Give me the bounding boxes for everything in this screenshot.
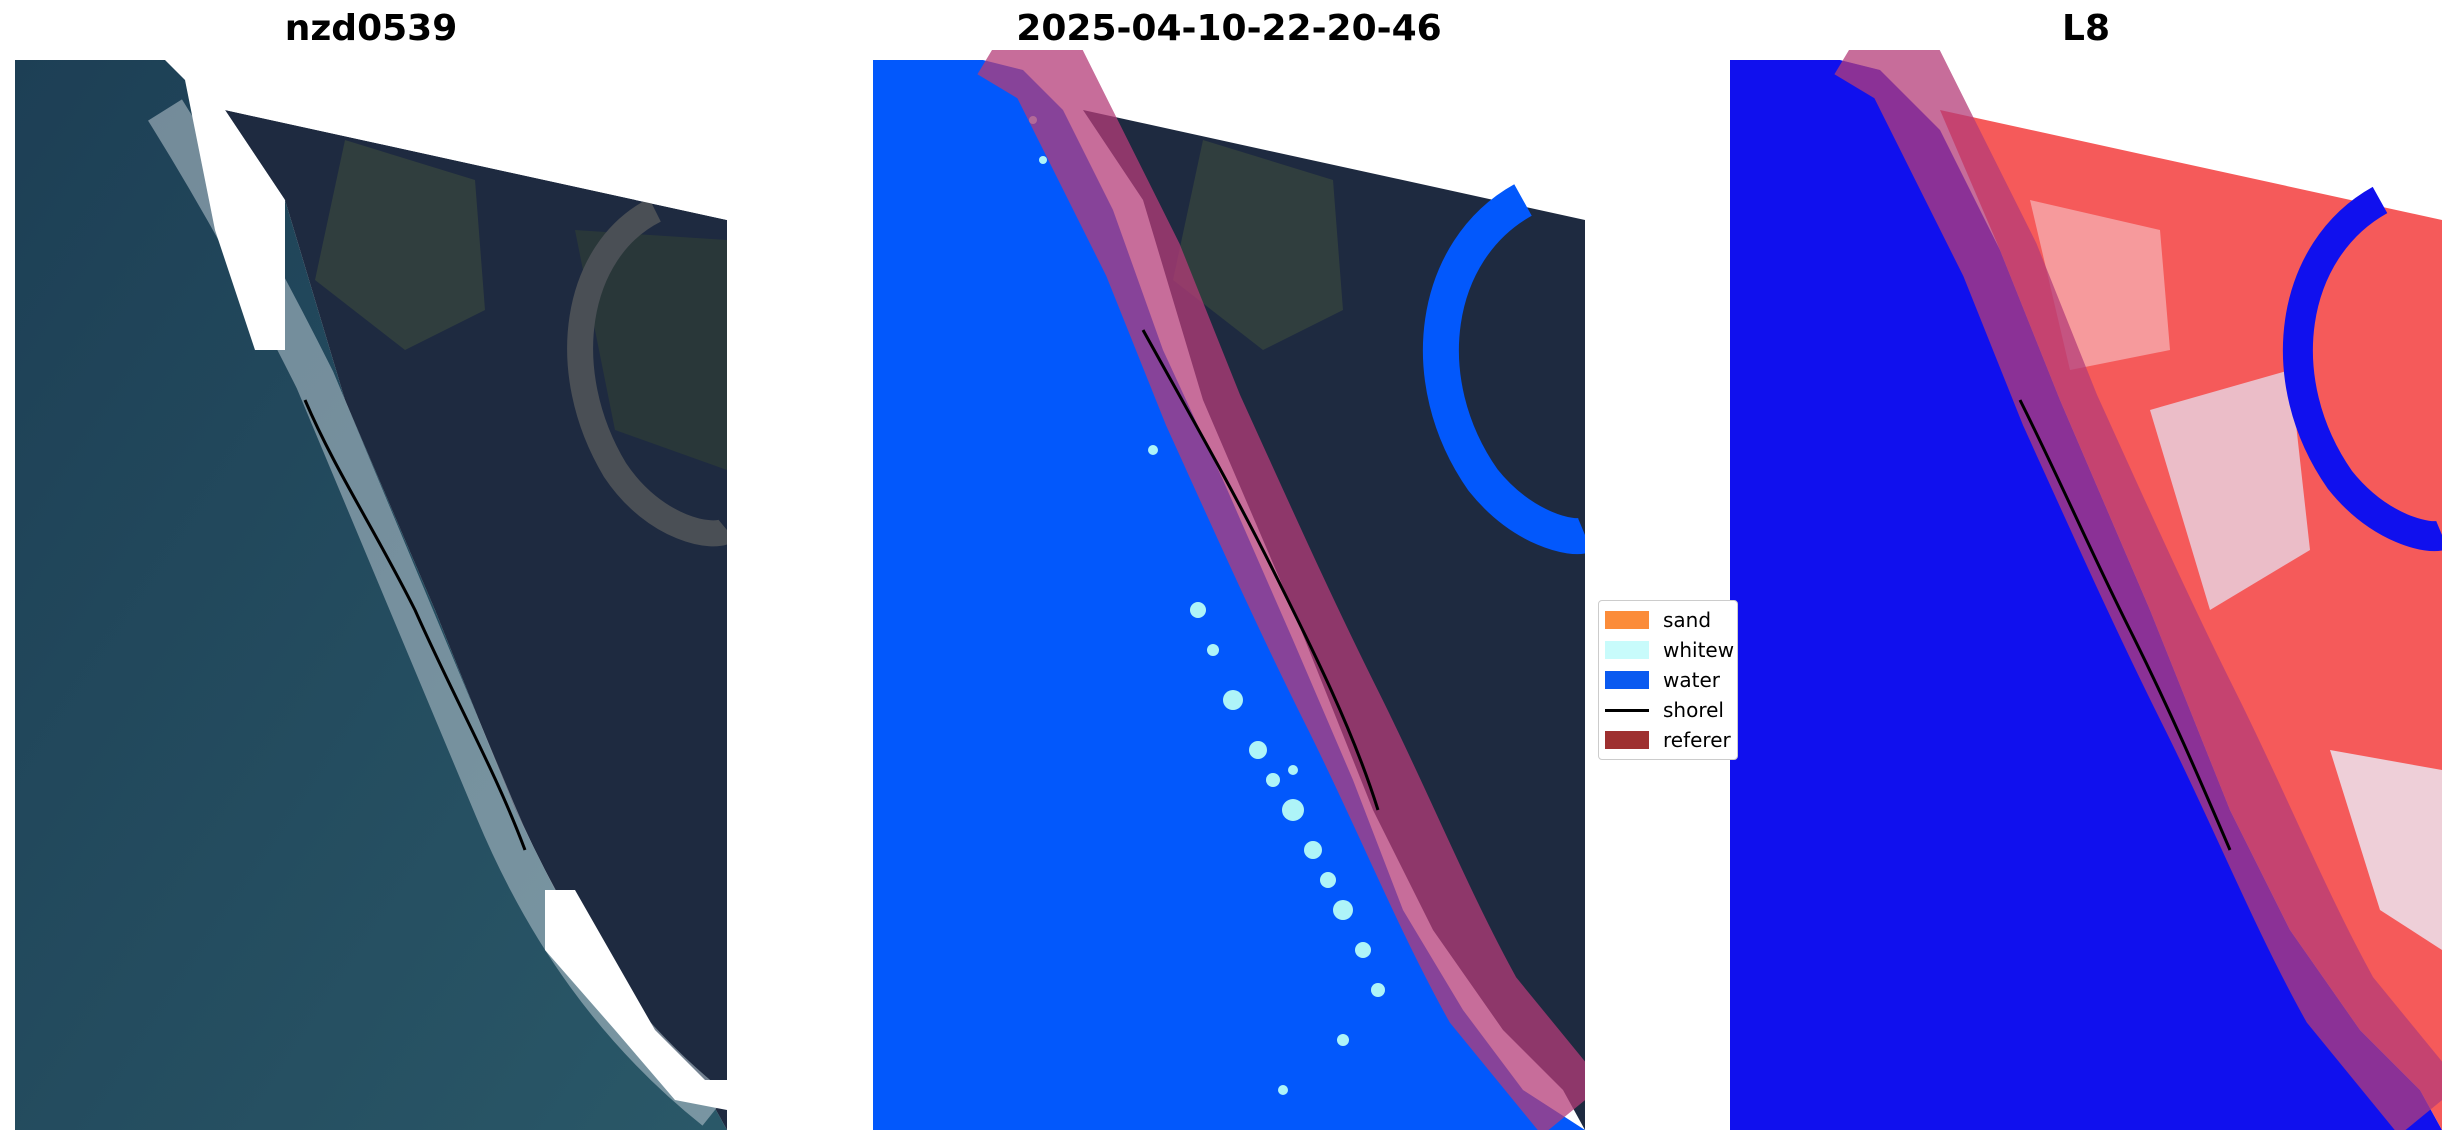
legend: sand whitew water shorel referer [1598,600,1738,760]
sand-swatch [1605,611,1649,629]
ocean-area [15,60,727,1130]
legend-label-water: water [1663,668,1720,692]
reference-buffer [977,50,1585,1130]
rgb-image-panel [15,50,727,1130]
index-panel [1730,50,2442,1130]
reference-swatch [1605,731,1649,749]
water-swatch [1605,671,1649,689]
legend-label-reference: referer [1663,728,1731,752]
index-water-area [1730,60,2442,1130]
legend-item-sand: sand [1605,607,1711,633]
shoreline [2018,399,2232,851]
legend-label-whitewater: whitew [1663,638,1735,662]
legend-item-water: water [1605,667,1720,693]
land-area [225,110,727,1130]
legend-label-shoreline: shorel [1663,698,1724,722]
panel-title-classification: 2025-04-10-22-20-46 [1016,8,1442,49]
classification-panel [873,50,1585,1130]
water-class-area [873,60,1585,1130]
whitewater-swatch [1605,641,1649,659]
shoreline [303,399,527,851]
reference-buffer [1834,50,2442,1130]
shoreline [1141,329,1380,811]
whitewater-class [1029,116,1385,1095]
legend-item-whitewater: whitew [1605,637,1734,663]
legend-item-reference: referer [1605,727,1731,753]
shoreline-swatch [1605,708,1649,712]
panel-title-rgb: nzd0539 [284,8,458,49]
legend-label-sand: sand [1663,608,1712,632]
legend-item-shoreline: shorel [1605,697,1724,723]
panel-title-index: L8 [2062,8,2110,49]
